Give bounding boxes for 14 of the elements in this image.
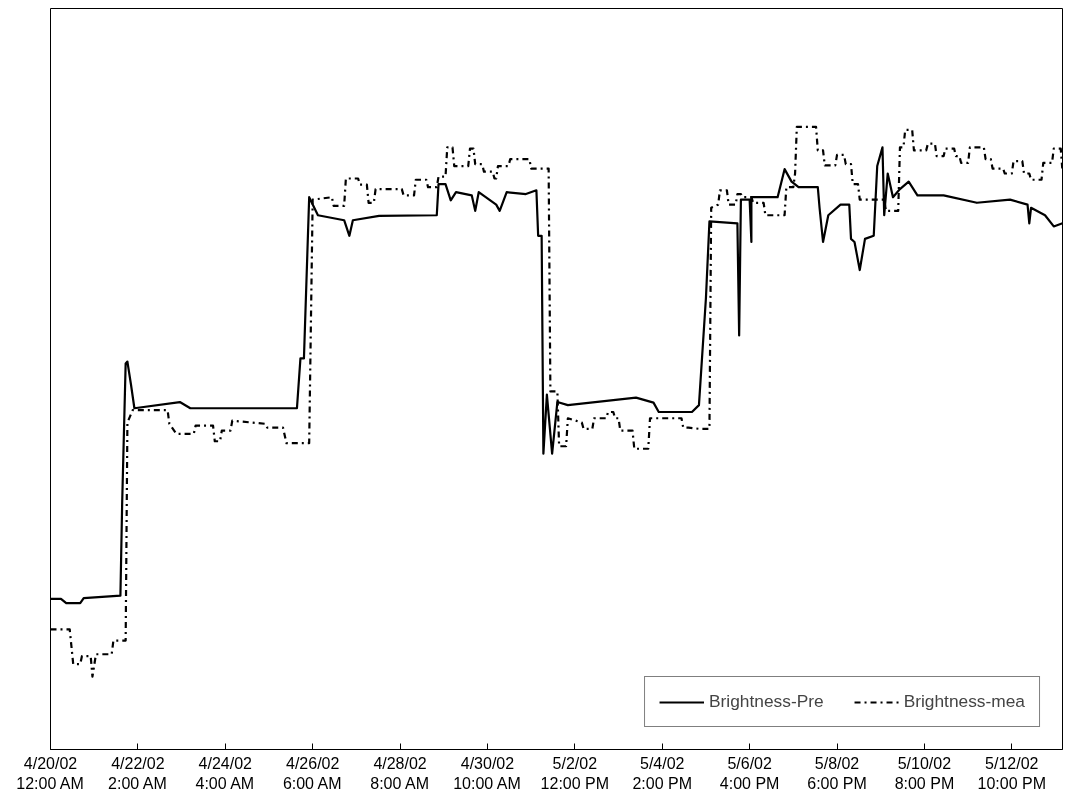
x-tick-label: 5/10/02 8:00 PM xyxy=(894,754,955,792)
legend-label: Brightness-Pre xyxy=(709,691,824,712)
x-tick-label: 5/4/02 2:00 PM xyxy=(632,754,693,792)
x-tick-label: 4/24/02 4:00 AM xyxy=(195,754,255,792)
x-tick-label: 5/8/02 6:00 PM xyxy=(807,754,867,792)
x-tick-label: 5/6/02 4:00 PM xyxy=(719,754,780,792)
x-tick-label: 5/2/02 12:00 PM xyxy=(540,754,610,792)
x-tick-label: 5/12/02 10:00 PM xyxy=(977,754,1047,792)
x-tick-label: 4/30/02 10:00 AM xyxy=(453,754,521,792)
x-tick-label: 4/20/02 12:00 AM xyxy=(16,754,84,792)
x-tick-label: 4/28/02 8:00 AM xyxy=(370,754,429,792)
x-tick-label: 4/26/02 6:00 AM xyxy=(282,754,342,792)
x-tick-label: 4/22/02 2:00 AM xyxy=(108,754,167,792)
legend-label: Brightness-mea xyxy=(903,691,1025,712)
